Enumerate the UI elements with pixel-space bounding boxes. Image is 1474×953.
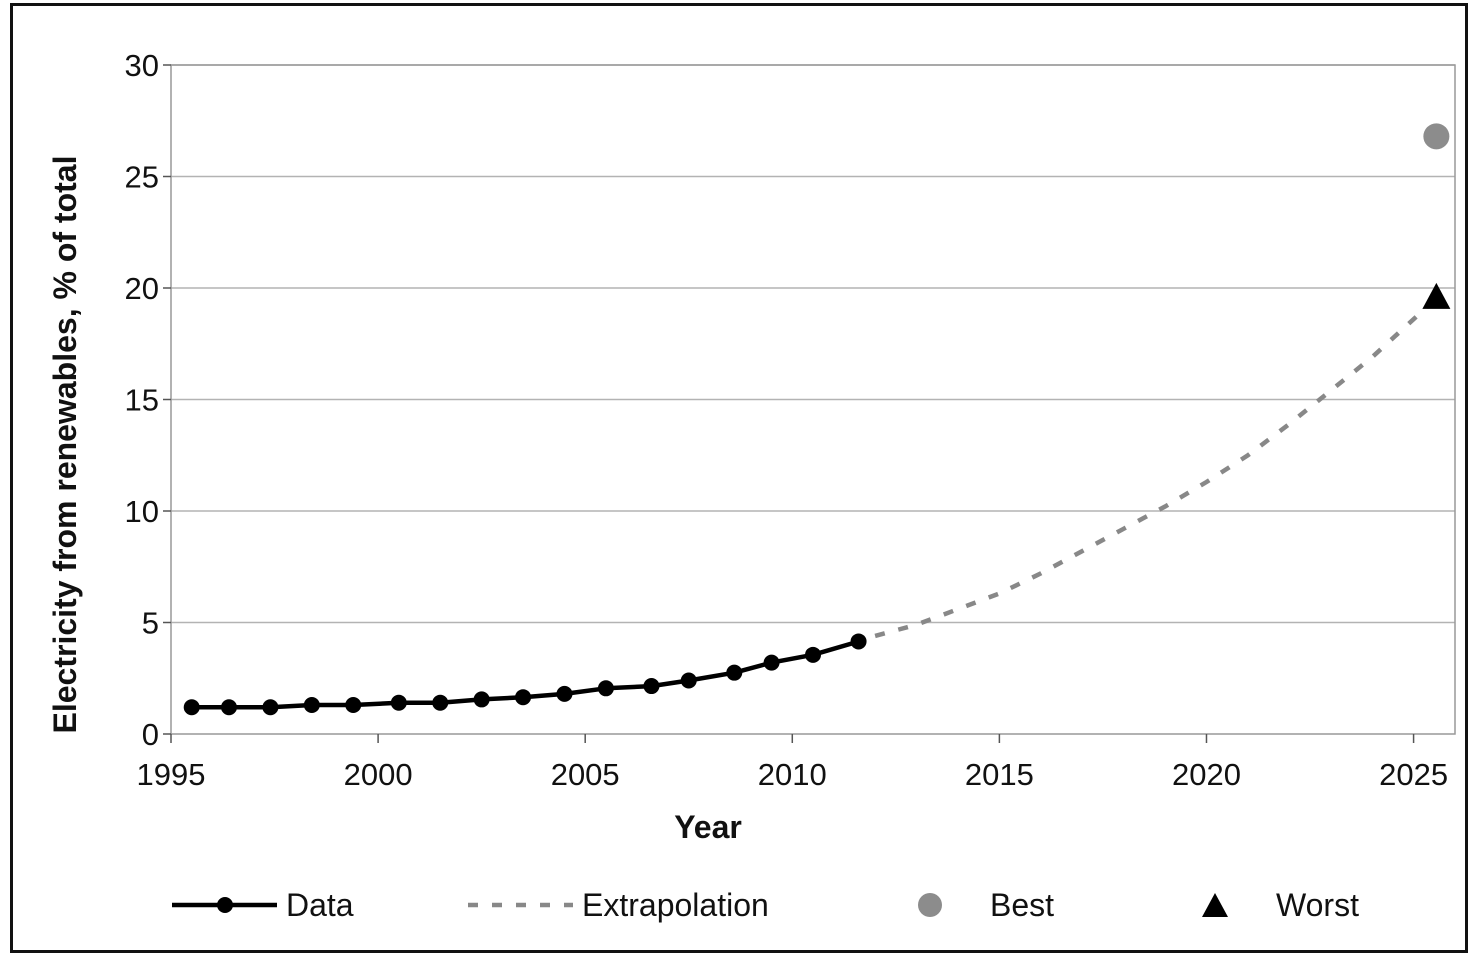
x-tick-label-2015: 2015	[965, 757, 1034, 792]
data-point-2	[262, 699, 279, 716]
y-tick-label-10: 10	[125, 494, 159, 529]
data-point-6	[432, 694, 449, 711]
x-tick-label-2000: 2000	[344, 757, 413, 792]
legend-data-marker	[217, 897, 233, 913]
legend-best-marker	[918, 893, 942, 917]
data-point-0	[183, 699, 200, 716]
legend-worst-marker	[1202, 893, 1228, 918]
y-tick-label-25: 25	[125, 160, 159, 195]
x-tick-label-2025: 2025	[1379, 757, 1448, 792]
data-point-1	[220, 699, 237, 716]
x-tick-label-2020: 2020	[1172, 757, 1241, 792]
legend-extrapolation-label: Extrapolation	[582, 887, 769, 923]
data-point-5	[390, 694, 407, 711]
legend-best-label: Best	[990, 887, 1054, 923]
legend-data-label: Data	[286, 887, 354, 923]
data-point-3	[303, 697, 320, 714]
data-point-13	[726, 664, 743, 681]
y-tick-label-5: 5	[142, 606, 159, 641]
best-point-0	[1423, 123, 1450, 150]
data-point-15	[805, 646, 821, 663]
data-point-11	[643, 678, 660, 695]
data-point-7	[473, 691, 490, 708]
data-point-16	[850, 633, 867, 650]
gridlines	[171, 64, 1455, 624]
legend-worst-label: Worst	[1276, 887, 1359, 923]
y-tick-label-0: 0	[142, 717, 159, 752]
y-tick-label-30: 30	[125, 48, 159, 83]
legend: Data Extrapolation Best Worst	[172, 887, 1359, 923]
x-axis-ticks: 1995 2000 2005 2010 2015 2020 2025	[137, 734, 1448, 792]
y-axis-ticks: 0 5 10 15 20 25 30	[125, 48, 171, 752]
data-point-4	[345, 697, 362, 714]
x-tick-label-2010: 2010	[758, 757, 827, 792]
x-tick-label-1995: 1995	[137, 757, 206, 792]
x-tick-label-2005: 2005	[551, 757, 620, 792]
data-point-12	[680, 672, 697, 689]
worst-point-0	[1422, 282, 1451, 309]
data-point-9	[556, 685, 573, 702]
series	[183, 123, 1451, 716]
data-point-14	[763, 654, 780, 671]
data-point-10	[597, 680, 614, 697]
extrapolation-line	[874, 290, 1445, 639]
y-tick-label-15: 15	[125, 383, 159, 418]
y-tick-label-20: 20	[125, 271, 159, 306]
data-point-8	[515, 689, 532, 706]
y-axis-title: Electricity from renewables, % of total	[47, 156, 83, 734]
x-axis-title: Year	[674, 809, 742, 845]
